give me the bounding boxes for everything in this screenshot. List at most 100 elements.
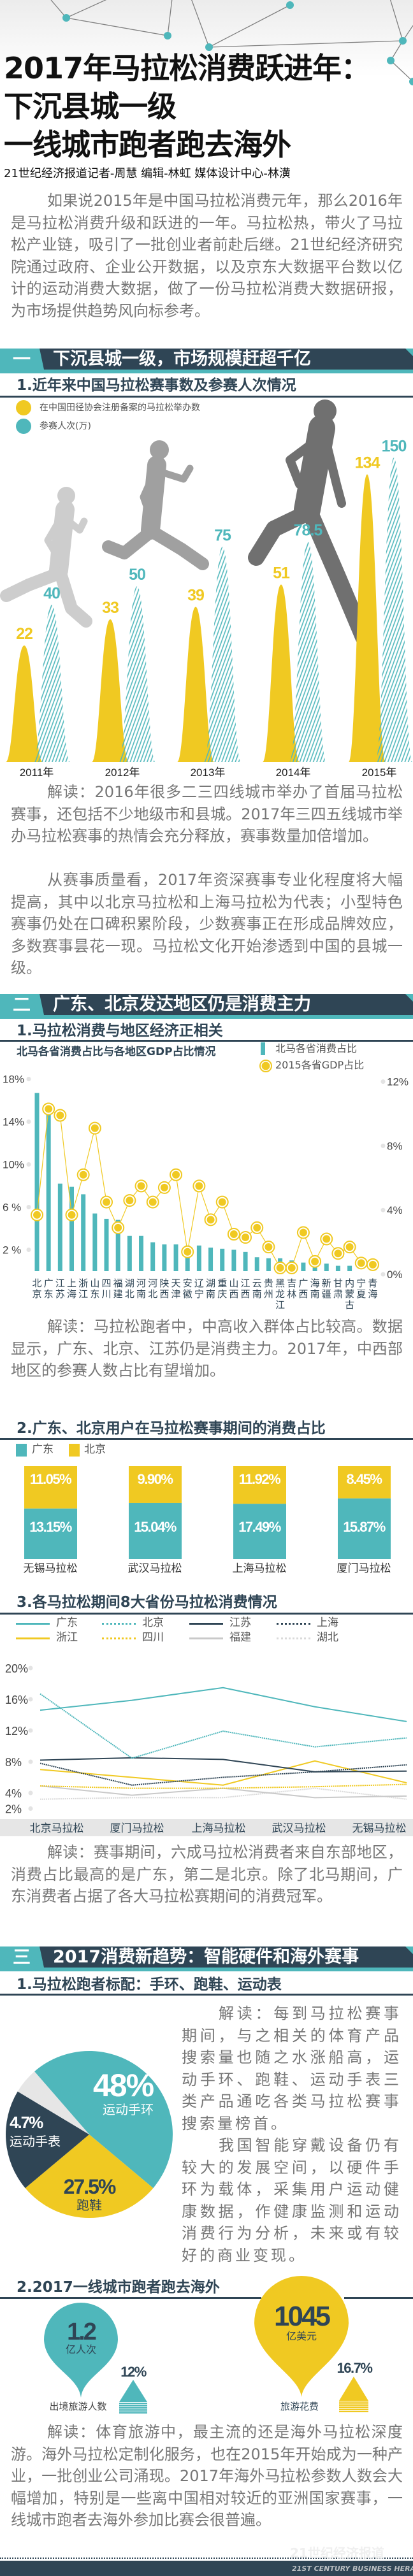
legend-line-swatch	[189, 1637, 223, 1639]
beijing-segment	[24, 1466, 77, 1509]
legend-label: 福建	[229, 1631, 251, 1644]
legend-line-swatch	[16, 1637, 50, 1639]
consumption-bar	[150, 1242, 156, 1271]
gdp-point	[242, 1234, 250, 1242]
spending-label: 旅游花费	[280, 2401, 319, 2412]
spending-growth-triangle	[339, 2377, 368, 2412]
x-axis-band	[0, 1819, 413, 1836]
province-label: 广东	[44, 1278, 54, 1300]
section-header-band	[40, 349, 413, 370]
province-label: 宁夏	[356, 1278, 366, 1300]
gdp-point	[137, 1182, 145, 1190]
province-label: 重庆	[217, 1278, 227, 1300]
consumption-bar	[127, 1235, 132, 1271]
runner-limb	[102, 526, 157, 559]
network-node	[387, 57, 395, 64]
legend-label-beijing: 北京	[84, 1443, 106, 1456]
tick-dot	[28, 1697, 33, 1702]
province-label: 新疆	[322, 1278, 331, 1300]
left-axis-tick: 10%	[3, 1159, 24, 1171]
page-title-line-2: 下沉县城一级	[4, 89, 177, 124]
province-label: 山东	[90, 1278, 99, 1300]
series-line-湖北	[40, 1787, 407, 1800]
province-label: 四川	[102, 1278, 112, 1300]
participants-label: 150	[382, 437, 407, 455]
y-axis-tick: 12%	[5, 1725, 28, 1738]
pie-category-label: 运动手表	[10, 2134, 61, 2149]
gdp-point	[276, 1263, 284, 1272]
province-label: 湖北	[125, 1278, 134, 1300]
gdp-point	[126, 1197, 134, 1205]
pie-value-label: 48%	[93, 2068, 154, 2103]
province-label: 青海	[368, 1278, 377, 1300]
page-title-line-1: 2017年马拉松消费跃进年：	[4, 51, 370, 85]
gdp-point	[299, 1228, 307, 1237]
growth-stripe	[339, 2401, 368, 2403]
beijing-value: 11.92%	[239, 1471, 280, 1487]
travelers-value: 1.2	[67, 2319, 96, 2345]
event-count-bar	[177, 607, 214, 762]
section-header-band	[40, 994, 413, 1015]
event-count-label: 39	[187, 586, 204, 604]
legend-label: 四川	[142, 1631, 164, 1644]
right-axis-tick: 0%	[387, 1269, 403, 1281]
event-count-label: 134	[355, 454, 380, 472]
tick-dot	[28, 1728, 33, 1733]
marathon-label: 武汉马拉松	[128, 1562, 182, 1574]
divider	[0, 1040, 413, 1042]
tick-dot	[26, 1119, 31, 1124]
tick-dot	[380, 1272, 386, 1277]
spending-drop	[254, 2276, 349, 2397]
y-axis-tick: 8%	[5, 1756, 22, 1769]
travelers-growth: 12%	[120, 2364, 146, 2380]
section-1-header: 一 下沉县城一级，市场规模赶超千亿	[0, 349, 413, 373]
guangdong-value: 15.87%	[343, 1519, 386, 1535]
tick-dot	[26, 1077, 31, 1081]
province-label: 辽宁	[194, 1278, 204, 1300]
beijing-segment	[129, 1466, 182, 1503]
growth-stripe	[339, 2407, 368, 2408]
stacked-consumption-chart: 11.05% 13.15% 无锡马拉松 9.90% 15.04% 武汉马拉松 11.92% 1…	[24, 1466, 391, 1574]
consumption-bar	[254, 1257, 259, 1271]
province-label: 河北	[148, 1278, 157, 1300]
subheading: 1.马拉松消费与地区经济正相关	[17, 1023, 223, 1039]
subheading: 1.近年来中国马拉松赛事数及参赛人次情况	[17, 377, 296, 394]
gdp-point	[322, 1235, 331, 1243]
marathon-label: 无锡马拉松	[24, 1562, 78, 1574]
participants-label: 40	[43, 584, 60, 602]
province-label: 山西	[229, 1278, 238, 1300]
legend-swatch-events	[16, 400, 31, 415]
pie-value-label: 4.7%	[10, 2113, 43, 2132]
tick-dot	[26, 1205, 31, 1209]
network-line	[50, 0, 67, 18]
runner-silhouettes	[0, 399, 372, 645]
footer-band	[0, 2561, 413, 2576]
legend-label: 广东	[56, 1616, 78, 1629]
section-number: 三	[12, 1946, 31, 1968]
section-3-header: 三 2017消费新趋势：智能硬件和海外赛事	[0, 1946, 413, 1971]
network-node	[164, 32, 171, 40]
interpretation-paragraph: 解读：每到马拉松赛事期间，与之相关的体育产品搜索量也随之水涨船高，运动手环、跑鞋…	[182, 2004, 402, 2133]
consumption-bar	[139, 1235, 144, 1271]
pie-category-label: 跑鞋	[76, 2198, 102, 2213]
divider	[0, 396, 413, 398]
network-node	[205, 43, 213, 51]
legend-label: 湖北	[317, 1631, 338, 1644]
consumption-bar	[115, 1220, 120, 1271]
province-label: 内蒙古	[345, 1278, 354, 1311]
section-title: 2017消费新趋势：智能硬件和海外赛事	[53, 1947, 359, 1967]
gdp-point	[79, 1170, 87, 1179]
pie-category-label: 运动手环	[103, 2103, 154, 2117]
legend-line-swatch	[277, 1623, 310, 1625]
gdp-point	[149, 1198, 157, 1206]
header-background	[0, 0, 413, 76]
legend-line-swatch	[102, 1637, 136, 1639]
runner-large-icon	[248, 399, 372, 645]
section-2-header: 二 广东、北京发达地区仍是消费主力	[0, 994, 413, 1019]
province-label: 上海	[67, 1278, 76, 1300]
footer-divider	[0, 2558, 413, 2559]
left-axis-tick: 14%	[3, 1116, 24, 1128]
growth-stripe	[119, 2403, 147, 2404]
spending-growth: 16.7%	[337, 2360, 373, 2376]
section-number: 二	[12, 994, 31, 1015]
